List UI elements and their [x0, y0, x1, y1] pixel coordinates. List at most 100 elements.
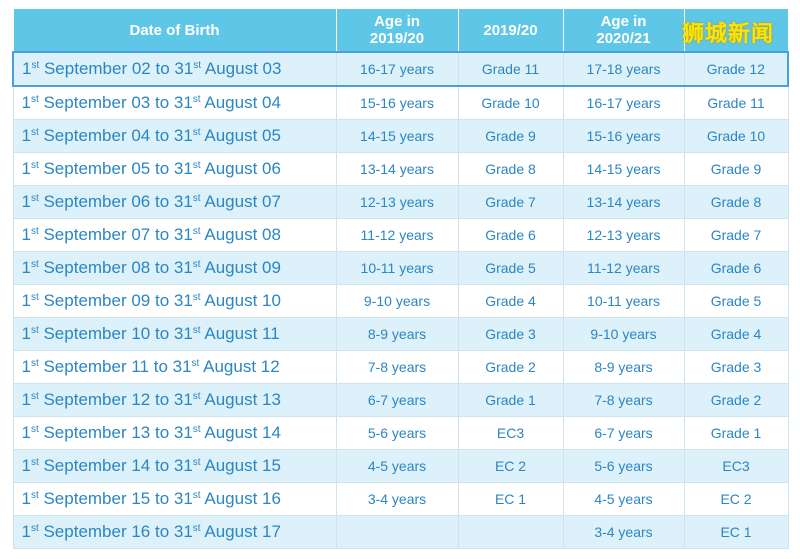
cell: Grade 9	[457, 119, 564, 153]
cell: 3-4 years	[335, 482, 459, 516]
date-range-cell: 1st September 05 to 31st August 06	[12, 152, 337, 186]
cell: Grade 1	[683, 416, 789, 450]
header-cell: 2019/20	[457, 8, 564, 53]
cell: Grade 3	[457, 317, 564, 351]
header-cell: Age in 2019/20	[335, 8, 459, 53]
cell: 5-6 years	[562, 449, 685, 483]
header-cell	[683, 8, 789, 53]
cell: EC3	[683, 449, 789, 483]
cell: 3-4 years	[562, 515, 685, 549]
cell: 7-8 years	[562, 383, 685, 417]
date-range-cell: 1st September 11 to 31st August 12	[12, 350, 337, 384]
cell: 12-13 years	[562, 218, 685, 252]
table-row: 1st September 02 to 31st August 03 16-17 …	[12, 51, 789, 87]
cell: 12-13 years	[335, 185, 459, 219]
cell: 16-17 years	[335, 51, 459, 87]
table-row: 1st September 10 to 31st August 11 8-9 ye…	[12, 317, 789, 351]
date-range-cell: 1st September 07 to 31st August 08	[12, 218, 337, 252]
cell: EC 2	[457, 449, 564, 483]
cell: 5-6 years	[335, 416, 459, 450]
table-row: 1st September 08 to 31st August 09 10-11 …	[12, 251, 789, 285]
cell: Grade 10	[457, 85, 564, 120]
cell: 11-12 years	[335, 218, 459, 252]
watermark: 狮城新闻	[682, 21, 775, 46]
cell: Grade 12	[683, 51, 789, 87]
cell: EC 2	[683, 482, 789, 516]
cell: Grade 4	[457, 284, 564, 318]
cell: Grade 6	[683, 251, 789, 285]
date-range-cell: 1st September 15 to 31st August 16	[12, 482, 337, 516]
date-range-cell: 1st September 02 to 31st August 03	[12, 51, 337, 87]
school-grade-table: Date of Birth Age in 2019/20 2019/20 Age in…	[12, 8, 789, 549]
cell: Grade 4	[683, 317, 789, 351]
cell: Grade 6	[457, 218, 564, 252]
date-range-cell: 1st September 06 to 31st August 07	[12, 185, 337, 219]
table-row: 1st September 03 to 31st August 04 15-16 …	[12, 85, 789, 120]
cell: Grade 11	[457, 51, 564, 87]
cell: 8-9 years	[335, 317, 459, 351]
cell: Grade 5	[683, 284, 789, 318]
date-range-cell: 1st September 10 to 31st August 11	[12, 317, 337, 351]
table-row: 1st September 14 to 31st August 15 4-5 ye…	[12, 449, 789, 483]
cell: 10-11 years	[562, 284, 685, 318]
cell: 8-9 years	[562, 350, 685, 384]
cell: Grade 8	[683, 185, 789, 219]
date-range-cell: 1st September 08 to 31st August 09	[12, 251, 337, 285]
table-row: 1st September 05 to 31st August 06 13-14 …	[12, 152, 789, 186]
cell: Grade 7	[457, 185, 564, 219]
cell: EC 1	[683, 515, 789, 549]
cell: Grade 7	[683, 218, 789, 252]
cell: 15-16 years	[562, 119, 685, 153]
cell: 13-14 years	[335, 152, 459, 186]
cell: Grade 5	[457, 251, 564, 285]
header-cell: Date of Birth	[12, 8, 337, 53]
cell	[457, 515, 564, 549]
cell: 13-14 years	[562, 185, 685, 219]
date-range-cell: 1st September 03 to 31st August 04	[12, 85, 337, 120]
cell: 14-15 years	[562, 152, 685, 186]
table-row: 1st September 04 to 31st August 05 14-15 …	[12, 119, 789, 153]
table-row: 1st September 13 to 31st August 14 5-6 ye…	[12, 416, 789, 450]
table-row: 1st September 12 to 31st August 13 6-7 ye…	[12, 383, 789, 417]
table-body: 1st September 02 to 31st August 03 16-17 …	[12, 51, 789, 549]
cell: 10-11 years	[335, 251, 459, 285]
header-row: Date of Birth Age in 2019/20 2019/20 Age in…	[12, 8, 789, 53]
table-row: 1st September 09 to 31st August 10 9-10 y…	[12, 284, 789, 318]
date-range-cell: 1st September 16 to 31st August 17	[12, 515, 337, 549]
table-row: 1st September 06 to 31st August 07 12-13 …	[12, 185, 789, 219]
cell: 14-15 years	[335, 119, 459, 153]
table-row: 1st September 07 to 31st August 08 11-12 …	[12, 218, 789, 252]
date-range-cell: 1st September 13 to 31st August 14	[12, 416, 337, 450]
cell: Grade 2	[457, 350, 564, 384]
cell: Grade 2	[683, 383, 789, 417]
table-row: 1st September 16 to 31st August 17 3-4 ye…	[12, 515, 789, 549]
cell: EC3	[457, 416, 564, 450]
cell	[335, 515, 459, 549]
cell: 16-17 years	[562, 85, 685, 120]
table-row: 1st September 11 to 31st August 12 7-8 ye…	[12, 350, 789, 384]
cell: 15-16 years	[335, 85, 459, 120]
cell: 6-7 years	[335, 383, 459, 417]
cell: Grade 1	[457, 383, 564, 417]
cell: Grade 10	[683, 119, 789, 153]
cell: Grade 9	[683, 152, 789, 186]
cell: 9-10 years	[562, 317, 685, 351]
cell: 4-5 years	[562, 482, 685, 516]
cell: Grade 3	[683, 350, 789, 384]
cell: Grade 11	[683, 85, 789, 120]
cell: 11-12 years	[562, 251, 685, 285]
date-range-cell: 1st September 09 to 31st August 10	[12, 284, 337, 318]
cell: 6-7 years	[562, 416, 685, 450]
cell: 17-18 years	[562, 51, 685, 87]
cell: Grade 8	[457, 152, 564, 186]
header-cell: Age in 2020/21	[562, 8, 685, 53]
date-range-cell: 1st September 04 to 31st August 05	[12, 119, 337, 153]
cell: 9-10 years	[335, 284, 459, 318]
cell: 4-5 years	[335, 449, 459, 483]
cell: 7-8 years	[335, 350, 459, 384]
date-range-cell: 1st September 12 to 31st August 13	[12, 383, 337, 417]
cell: EC 1	[457, 482, 564, 516]
table-row: 1st September 15 to 31st August 16 3-4 ye…	[12, 482, 789, 516]
date-range-cell: 1st September 14 to 31st August 15	[12, 449, 337, 483]
